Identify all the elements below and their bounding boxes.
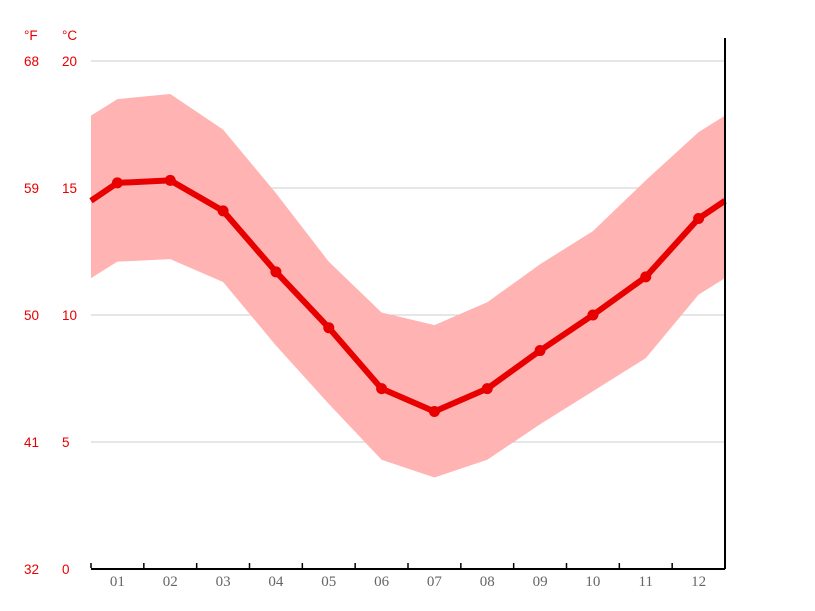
data-point-month-02[interactable]: [164, 174, 176, 186]
data-point-month-06[interactable]: [376, 383, 388, 395]
fahrenheit-tick-32: 32: [24, 562, 39, 577]
month-label-01: 01: [110, 574, 125, 590]
month-label-12: 12: [691, 574, 706, 590]
temperature-range-band: [91, 94, 725, 478]
data-point-month-08[interactable]: [481, 383, 493, 395]
celsius-tick-0: 0: [62, 562, 70, 577]
data-point-month-03[interactable]: [217, 205, 229, 217]
month-label-10: 10: [585, 574, 600, 590]
fahrenheit-axis-title: °F: [24, 28, 38, 43]
celsius-axis-title: °C: [62, 28, 78, 43]
data-point-month-01[interactable]: [111, 177, 123, 189]
celsius-tick-15: 15: [62, 181, 77, 196]
month-label-02: 02: [163, 574, 178, 590]
data-point-month-05[interactable]: [323, 322, 335, 334]
fahrenheit-tick-41: 41: [24, 435, 39, 450]
data-point-month-12[interactable]: [693, 212, 705, 224]
data-point-month-04[interactable]: [270, 266, 282, 278]
data-point-month-11[interactable]: [640, 271, 652, 283]
mean-temperature-line: [89, 177, 727, 415]
month-label-03: 03: [216, 574, 231, 590]
month-label-04: 04: [268, 574, 284, 590]
month-label-08: 08: [480, 574, 495, 590]
celsius-tick-5: 5: [62, 435, 70, 450]
celsius-tick-10: 10: [62, 308, 77, 323]
data-point-month-10[interactable]: [587, 309, 599, 321]
month-label-05: 05: [321, 574, 336, 590]
month-label-09: 09: [533, 574, 548, 590]
data-point-month-07[interactable]: [428, 406, 440, 418]
month-label-11: 11: [639, 574, 653, 590]
fahrenheit-tick-68: 68: [24, 54, 39, 69]
month-label-06: 06: [374, 574, 390, 590]
fahrenheit-tick-59: 59: [24, 181, 39, 196]
celsius-tick-20: 20: [62, 54, 77, 69]
data-point-month-09[interactable]: [534, 345, 546, 357]
fahrenheit-tick-50: 50: [24, 308, 39, 323]
month-label-07: 07: [427, 574, 443, 590]
